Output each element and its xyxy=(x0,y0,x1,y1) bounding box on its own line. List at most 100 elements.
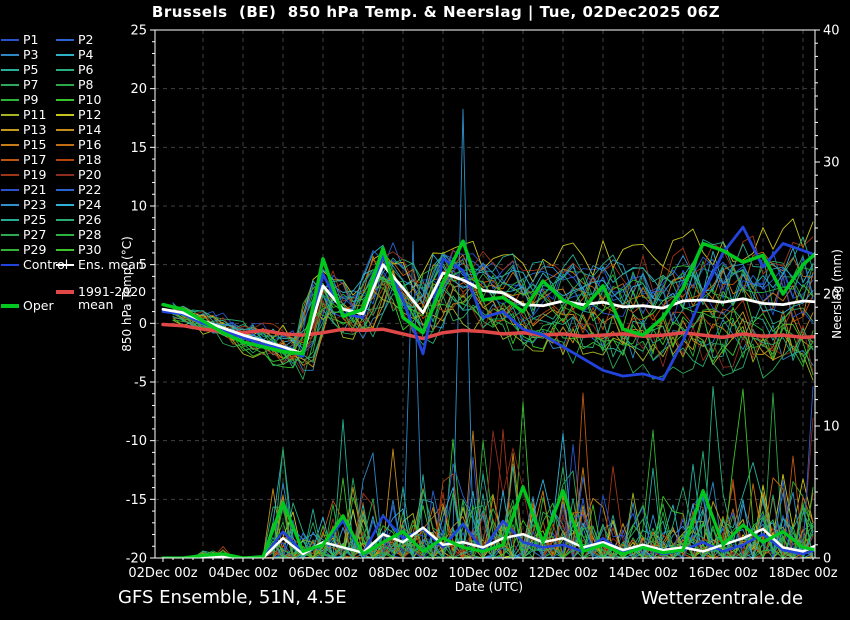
legend-label-p21: P21 xyxy=(23,182,47,197)
legend-label-p8: P8 xyxy=(78,77,94,92)
legend-label-climate-mean-line2: mean xyxy=(78,297,114,312)
temp-tick-label: -5 xyxy=(134,376,147,391)
date-tick-label: 12Dec 00z xyxy=(528,566,597,581)
legend-swatch-p12 xyxy=(56,113,74,116)
legend-item-p27: P27 xyxy=(1,228,46,242)
temp-tick-label: 20 xyxy=(130,82,147,97)
member-temp-line-p12 xyxy=(172,218,814,344)
legend-item-p8: P8 xyxy=(56,78,94,92)
legend-swatch-p29 xyxy=(1,248,19,251)
grid-lines xyxy=(155,30,815,558)
legend-swatch-p17 xyxy=(1,158,19,161)
member-precip-line-p23 xyxy=(172,108,814,558)
series-line-oper-precip xyxy=(161,485,815,558)
legend-label-p4: P4 xyxy=(78,47,94,62)
legend-swatch-p30 xyxy=(56,248,74,251)
legend-swatch-p3 xyxy=(1,53,19,56)
legend-swatch-p15 xyxy=(1,143,19,146)
legend-item-p30: P30 xyxy=(56,243,101,257)
legend-item-p20: P20 xyxy=(56,168,101,182)
precip-tick-label: 20 xyxy=(823,288,840,303)
legend-swatch-p25 xyxy=(1,218,19,221)
temp-tick-label: 25 xyxy=(130,24,147,39)
legend-swatch-p24 xyxy=(56,203,74,206)
legend-item-p4: P4 xyxy=(56,48,94,62)
legend-item-p10: P10 xyxy=(56,93,101,107)
legend-swatch-control xyxy=(1,263,19,266)
member-precip-line-p28 xyxy=(172,503,814,558)
legend-swatch-p16 xyxy=(56,143,74,146)
legend-label-p5: P5 xyxy=(23,62,39,77)
member-temp-line-p29 xyxy=(172,276,814,364)
date-tick-label: 04Dec 00z xyxy=(208,566,277,581)
legend-label-p27: P27 xyxy=(23,227,47,242)
legend-label-p7: P7 xyxy=(23,77,39,92)
legend-swatch-p11 xyxy=(1,113,19,116)
legend-swatch-p6 xyxy=(56,68,74,71)
legend-item-p9: P9 xyxy=(1,93,39,107)
legend-item-p16: P16 xyxy=(56,138,101,152)
source-watermark: Wetterzentrale.de xyxy=(640,588,804,609)
date-tick-label: 06Dec 00z xyxy=(288,566,357,581)
legend-item-p13: P13 xyxy=(1,123,46,137)
series-line-1991-2020-mean xyxy=(161,322,815,341)
legend-item-p23: P23 xyxy=(1,198,46,212)
member-precip-line-p27 xyxy=(172,447,814,558)
temp-tick-label: -15 xyxy=(126,493,147,508)
legend-item-p11: P11 xyxy=(1,108,46,122)
legend-item-p28: P28 xyxy=(56,228,101,242)
date-tick-label: 16Dec 00z xyxy=(688,566,757,581)
legend-item-p21: P21 xyxy=(1,183,46,197)
series-layer xyxy=(161,108,815,558)
legend-label-p20: P20 xyxy=(78,167,102,182)
legend-item-p7: P7 xyxy=(1,78,39,92)
legend-label-p16: P16 xyxy=(78,137,102,152)
series-line-oper xyxy=(161,239,815,356)
legend-item-climate-mean: 1991-2020 xyxy=(56,285,146,299)
legend-label-p24: P24 xyxy=(78,197,102,212)
date-tick-label: 14Dec 00z xyxy=(608,566,677,581)
legend-label-p14: P14 xyxy=(78,122,102,137)
legend-swatch-climate-mean xyxy=(56,289,74,294)
legend-label-p25: P25 xyxy=(23,212,47,227)
legend-label-p28: P28 xyxy=(78,227,102,242)
legend-item-p29: P29 xyxy=(1,243,46,257)
legend-item-p12: P12 xyxy=(56,108,101,122)
temp-axis-title: 850 hPa Temp. (°C) xyxy=(120,236,134,352)
member-temp-line-p17 xyxy=(172,259,814,362)
legend-label-oper: Oper xyxy=(23,298,54,313)
axis-ticks xyxy=(150,29,820,562)
legend-swatch-p19 xyxy=(1,173,19,176)
legend-item-p14: P14 xyxy=(56,123,101,137)
member-temp-line-p18 xyxy=(172,276,814,360)
legend-swatch-p13 xyxy=(1,128,19,131)
legend-swatch-p4 xyxy=(56,53,74,56)
member-temp-line-p20 xyxy=(172,274,814,374)
legend-swatch-p18 xyxy=(56,158,74,161)
ensemble-legend: P1 P2 P3 P4 P5 P6 P7 P8 P9 P10 P11 P12 P13 P14 P15 P16 P… xyxy=(1,0,146,560)
legend-label-p19: P19 xyxy=(23,167,47,182)
legend-item-p24: P24 xyxy=(56,198,101,212)
precip-tick-label: 30 xyxy=(823,156,840,171)
legend-swatch-ens-mean xyxy=(56,263,74,266)
legend-label-p23: P23 xyxy=(23,197,47,212)
legend-label-p17: P17 xyxy=(23,152,47,167)
axis-titles: 850 hPa Temp. (°C) Neerslag (mm) Date (UTC… xyxy=(120,236,844,594)
legend-item-p25: P25 xyxy=(1,213,46,227)
member-temp-line-p27 xyxy=(172,279,814,380)
legend-item-p18: P18 xyxy=(56,153,101,167)
page-title: Brussels (BE) 850 hPa Temp. & Neerslag |… xyxy=(151,3,721,21)
legend-swatch-p28 xyxy=(56,233,74,236)
precip-axis-title: Neerslag (mm) xyxy=(830,249,844,339)
legend-item-p15: P15 xyxy=(1,138,46,152)
legend-swatch-p7 xyxy=(1,83,19,86)
temp-tick-label: 0 xyxy=(139,317,147,332)
legend-label-control: Control xyxy=(23,257,69,272)
precip-tick-label: 40 xyxy=(823,24,840,39)
precip-tick-label: 10 xyxy=(823,420,840,435)
legend-item-ens-mean: Ens. mean xyxy=(56,258,144,272)
legend-label-p29: P29 xyxy=(23,242,47,257)
member-precip-line-p7 xyxy=(172,466,814,558)
legend-label-p18: P18 xyxy=(78,152,102,167)
